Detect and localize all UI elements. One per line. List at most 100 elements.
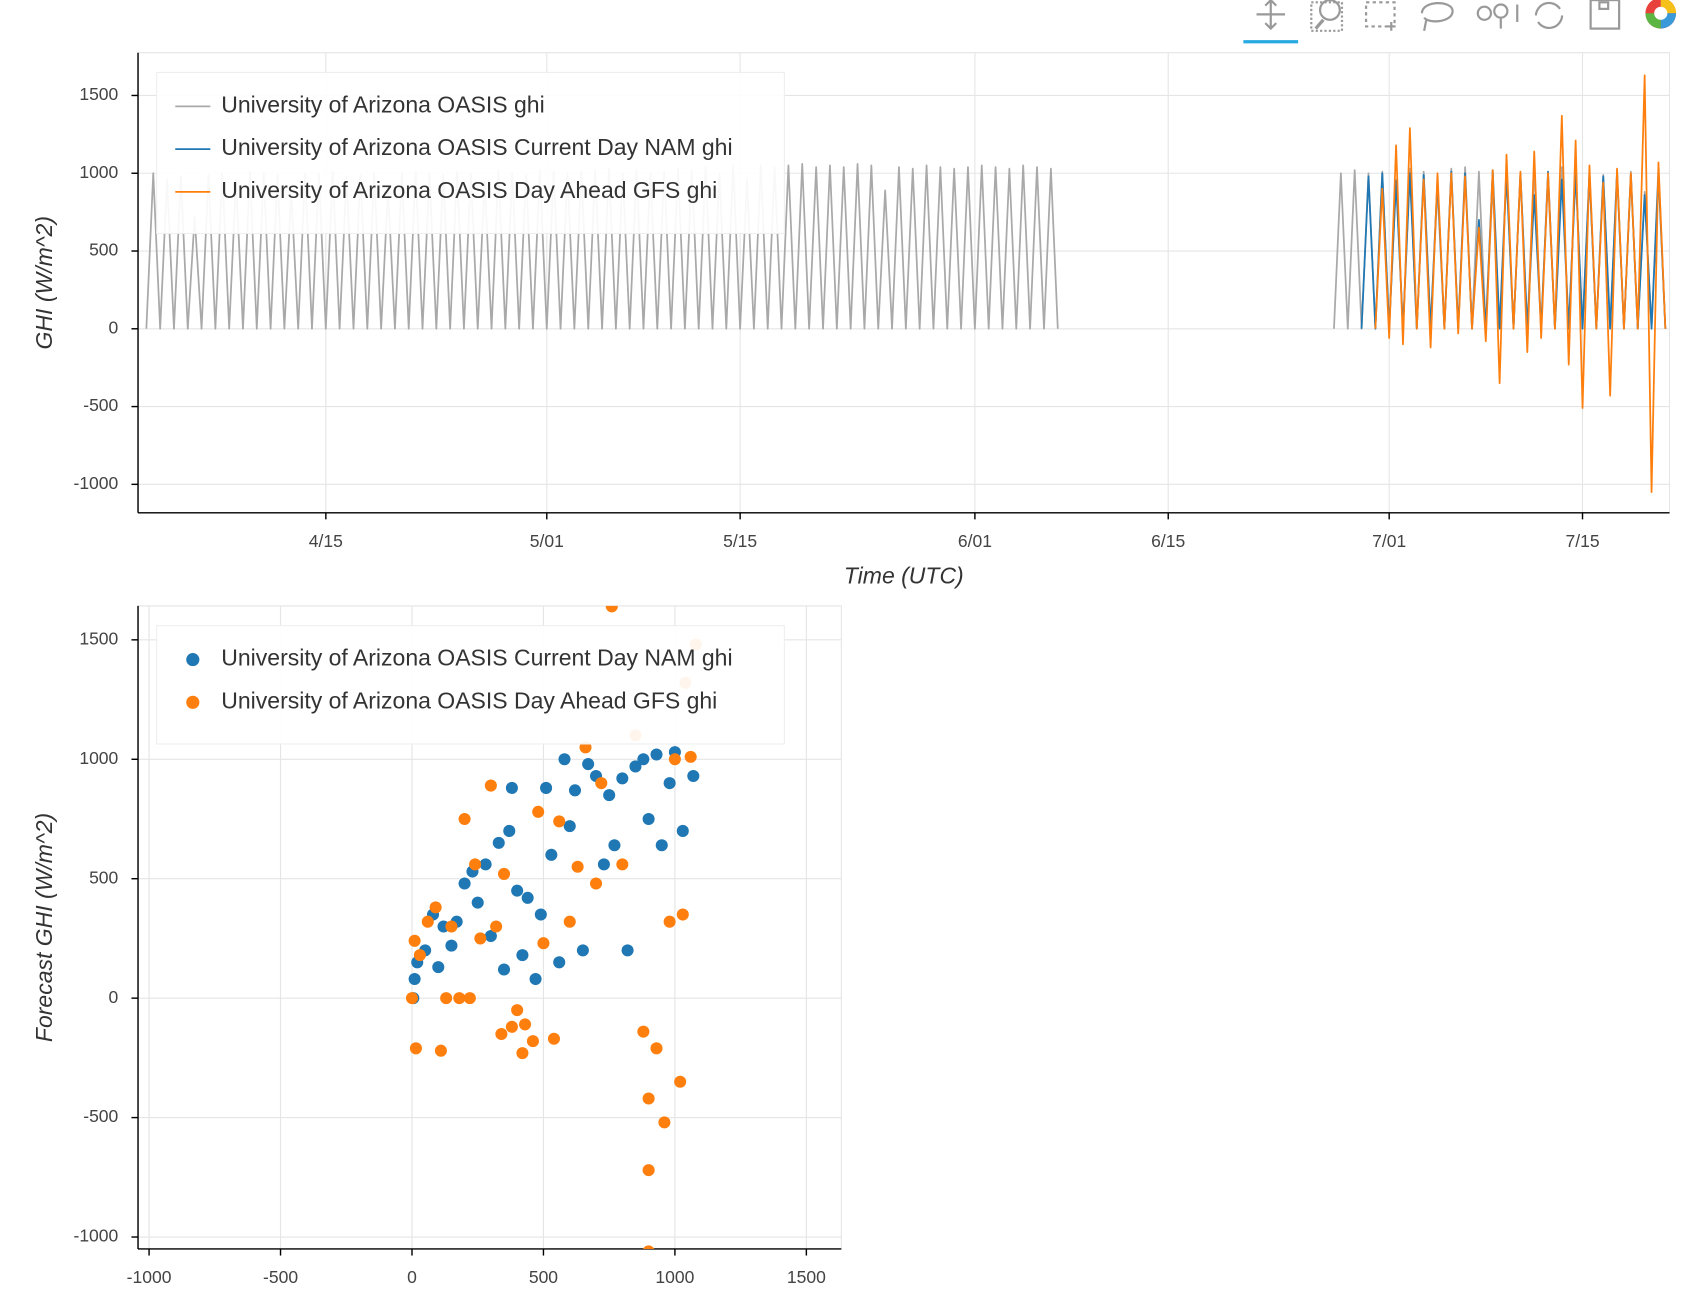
scatter-point [521,891,534,904]
pan-tool[interactable] [1243,0,1299,44]
scatter-point [505,1020,518,1033]
scatter-point [495,1027,508,1041]
y-tick-label: 500 [89,867,118,887]
scatter-point [595,777,608,790]
save-tool[interactable] [1589,0,1621,30]
legend-swatch [186,695,200,709]
x-axis-title: Time (UTC) [844,563,964,589]
legend-label: University of Arizona OASIS Current Day … [221,134,732,160]
y-tick-label: 1000 [79,748,118,768]
y-tick-label: -500 [83,1106,118,1126]
scatter-point [458,812,471,826]
scatter-point [642,1164,655,1177]
scatter-point [605,605,618,613]
scatter-point [408,973,421,986]
scatter-point [434,1044,447,1057]
x-tick-label: 6/01 [958,531,992,551]
series-line [1374,74,1667,493]
scatter-point [576,944,589,957]
scatter-point [511,1004,524,1017]
scatter-point [453,992,466,1005]
y-tick-label: 0 [109,317,119,337]
scatter-point [642,812,655,826]
scatter-point [505,781,518,794]
x-tick-label: 7/01 [1372,531,1406,551]
lasso-tool[interactable] [1420,2,1454,32]
scatter-point [511,884,524,897]
scatter-point [421,915,434,928]
y-tick-label: -1000 [73,473,118,493]
x-tick-label: -1000 [127,1267,172,1287]
y-tick-label: -500 [83,395,118,415]
scatter-point [532,805,545,818]
box-zoom-tool[interactable] [1364,1,1396,31]
marks [145,74,1667,493]
legend: University of Arizona OASIS Current Day … [156,625,785,745]
x-tick-label: 1500 [787,1267,826,1287]
scatter-point [650,1042,663,1055]
scatter-point [445,920,458,933]
scatter-point [650,748,663,761]
y-tick-label: 1500 [79,84,118,104]
legend-label: University of Arizona OASIS ghi [221,91,544,117]
scatter-point [616,772,629,785]
legend-box [156,71,785,235]
toolbar [1243,0,1677,44]
legend-label: University of Arizona OASIS Current Day … [221,645,732,671]
scatter-point [663,915,676,928]
y-axis-title: Forecast GHI (W/m^2) [31,813,57,1042]
bokeh-logo[interactable] [1645,0,1677,29]
wheel-zoom-tool[interactable] [1310,0,1344,32]
scatter-point [445,939,458,952]
legend-box [156,625,785,745]
scatter-point [516,949,529,962]
x-tick-label: 7/15 [1565,531,1599,551]
scatter-point [497,867,511,880]
x-tick-label: -500 [263,1267,298,1287]
y-tick-label: 0 [109,987,119,1007]
scatter-point [463,992,476,1005]
scatter-point [534,908,547,921]
scatter-point [629,760,642,773]
scatter-point [637,1025,650,1038]
scatter-point [558,753,571,766]
scatter-point [637,753,650,766]
scatter-point [563,820,576,833]
scatter-point [490,920,503,933]
scatter-point [497,963,511,976]
x-tick-label: 4/15 [309,531,343,551]
scatter-point [684,750,697,763]
scatter-point [492,836,505,849]
scatter-point [674,1075,687,1088]
scatter-point [409,1042,422,1055]
scatter-point [676,824,689,837]
scatter-point [408,934,421,947]
legend: University of Arizona OASIS ghi Universit… [156,71,785,235]
scatter-point [582,758,595,771]
marks [405,605,702,1249]
hover-tool[interactable] [1476,3,1519,29]
scatter-point [526,1035,539,1048]
scatter-point [429,901,442,914]
scatter-point [655,839,668,852]
scatter-point [553,956,566,969]
scatter-point [458,877,471,890]
scatter-point [571,860,584,873]
y-tick-label: -1000 [73,1226,118,1246]
scatter-point [503,824,516,837]
scatter-point [469,858,482,871]
legend-label: University of Arizona OASIS Day Ahead GF… [221,177,717,203]
scatter-point [474,932,487,945]
scatter-point [519,1018,532,1031]
scatter-point [413,949,426,962]
scatter-point [432,961,445,974]
scatter-point [540,781,553,794]
scatter-point [479,858,492,871]
scatter-point [484,779,497,792]
plot-1: -1000 -500 0 500 1000 1500 -1000 -500 0 500 1000 15… [31,605,842,1287]
reset-tool[interactable] [1534,1,1564,29]
scatter-point [668,753,681,766]
scatter-point [590,877,603,890]
